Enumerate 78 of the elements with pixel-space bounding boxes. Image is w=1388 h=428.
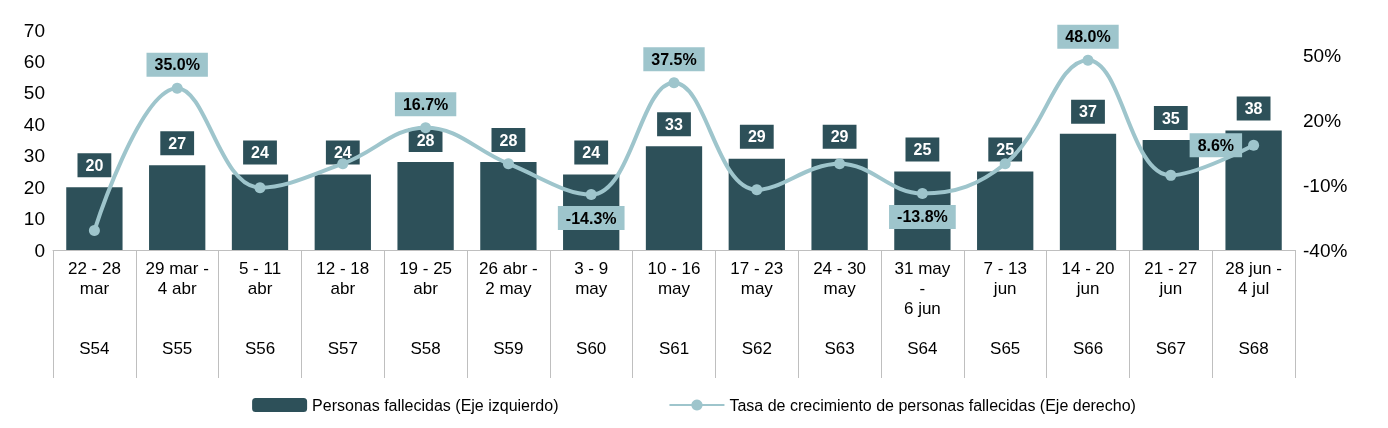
y-tick-label: 60: [23, 50, 45, 72]
category-label: 10 - 16 may S61: [647, 258, 701, 358]
data-label: 20: [85, 156, 104, 174]
y2-tick-label: 20%: [1303, 110, 1342, 132]
data-label: 16.7%: [402, 95, 449, 113]
y-tick-label: 70: [23, 19, 45, 41]
point: [171, 82, 183, 94]
category-label: 29 mar - 4 abr S55: [145, 258, 209, 358]
y-tick-label: 50: [23, 82, 45, 104]
legend-label: Personas fallecidas (Eje izquierdo): [312, 396, 559, 414]
data-label: 37: [1079, 103, 1097, 121]
y-tick-label: 30: [23, 145, 45, 167]
point: [751, 184, 763, 196]
category-label: 22 - 28 mar S54: [67, 258, 121, 358]
bar: [149, 165, 206, 250]
point: [1165, 169, 1177, 181]
data-label: 25: [913, 140, 932, 158]
point: [420, 122, 432, 134]
point: [916, 187, 928, 199]
point: [1082, 54, 1094, 66]
category-label: 24 - 30 may S63: [813, 258, 867, 358]
point: [585, 189, 597, 201]
data-label: 24: [251, 144, 269, 162]
y2-tick-label: 50%: [1303, 45, 1342, 67]
bar: [1142, 140, 1199, 250]
category-label: 12 - 18 abr S57: [316, 258, 370, 358]
point: [999, 158, 1011, 170]
category-label: 3 - 9 may S60: [574, 258, 609, 358]
y2-tick-label: -10%: [1303, 174, 1348, 196]
point: [1248, 139, 1260, 151]
y-tick-label: 0: [34, 239, 45, 261]
data-label: -13.8%: [897, 208, 948, 226]
point: [502, 158, 514, 170]
bar: [231, 174, 289, 250]
category-label: 7 - 13 jun S65: [983, 258, 1027, 358]
data-label: 37.5%: [651, 50, 697, 68]
data-label: 24: [582, 144, 601, 162]
category-label: 26 abr - 2 may S59: [479, 258, 538, 358]
data-label: 25: [996, 140, 1015, 158]
category-label: 5 - 11 abr S56: [238, 258, 282, 358]
point: [88, 225, 100, 237]
bar: [480, 162, 537, 250]
category-label: 31 may - 6 jun S64: [894, 258, 951, 358]
data-label: 8.6%: [1197, 136, 1235, 154]
data-label: 27: [168, 134, 187, 152]
point: [834, 158, 846, 170]
bar: [977, 171, 1034, 250]
bar: [811, 158, 868, 250]
bar: [314, 174, 371, 250]
legend-label: Tasa de crecimiento de personas fallecidas (Eje derecho): [729, 396, 1136, 414]
data-label: -14.3%: [565, 209, 617, 227]
point: [254, 182, 266, 194]
category-label: 21 - 27 jun S67: [1144, 258, 1198, 358]
category-label: 14 - 20 jun S66: [1061, 258, 1115, 358]
y-tick-label: 10: [23, 208, 45, 230]
bar: [728, 158, 785, 250]
y-tick-label: 40: [23, 113, 45, 135]
category-label: 17 - 23 may S62: [730, 258, 784, 358]
data-label: 28: [416, 131, 435, 149]
data-label: 38: [1244, 100, 1263, 118]
category-label: 28 jun - 4 jul S68: [1225, 258, 1282, 358]
data-label: 29: [830, 128, 849, 146]
y2-tick-label: -40%: [1303, 239, 1348, 261]
point: [337, 158, 349, 170]
point: [668, 77, 680, 89]
data-label: 35: [1161, 109, 1180, 127]
bar: [397, 162, 454, 250]
y-tick-label: 20: [23, 176, 45, 198]
data-label: 24: [333, 144, 352, 162]
bar: [1059, 133, 1117, 250]
bar: [66, 187, 123, 250]
category-label: 19 - 25 abr S58: [399, 258, 453, 358]
data-label: 28: [499, 131, 518, 149]
data-label: 35.0%: [154, 56, 200, 74]
data-label: 48.0%: [1065, 28, 1111, 46]
data-label: 33: [665, 115, 683, 133]
data-label: 29: [747, 128, 766, 146]
bar: [645, 146, 703, 250]
